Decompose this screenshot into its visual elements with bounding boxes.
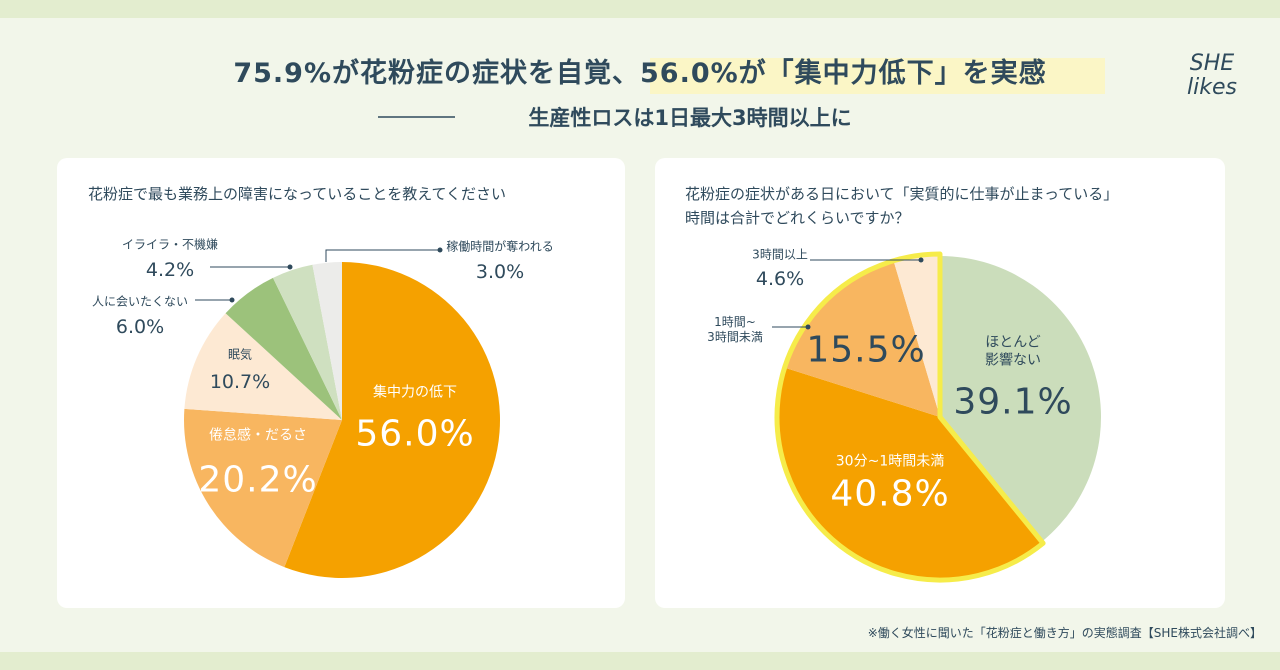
slice-label: 人に会いたくない — [91, 294, 189, 309]
bottom-band — [0, 652, 1280, 670]
pie-slice — [225, 277, 342, 420]
slice-label: 眠気 — [227, 347, 253, 362]
value-label: 3.0% — [475, 261, 525, 284]
value-label: 10.7% — [209, 371, 271, 394]
question: 花粉症の症状がある日において「実質的に仕事が止まっている」 時間は合計でどれくら… — [685, 185, 1119, 227]
slice-label: 集中力の低下 — [373, 384, 457, 401]
value-label: 6.0% — [115, 316, 165, 339]
pie-slice — [940, 256, 1101, 542]
pie-slice — [272, 264, 342, 420]
value-label: 4.6% — [755, 268, 805, 291]
slice-label: 30分~1時間未満 — [835, 453, 945, 470]
footnote: ※働く女性に聞いた「花粉症と働き方」の実態調査【SHE株式会社調べ】 — [867, 626, 1262, 640]
value-label: 15.5% — [806, 329, 926, 371]
value-label: 20.2% — [198, 459, 318, 501]
pie-slice — [284, 262, 501, 578]
title: 75.9%が花粉症の症状を自覚、56.0%が「集中力低下」を実感 — [233, 58, 1047, 90]
question: 花粉症で最も業務上の障害になっていることを教えてください — [88, 185, 507, 203]
pie-slice — [184, 313, 342, 420]
logo: SHE likes — [1187, 50, 1237, 100]
pie-slice — [184, 408, 342, 568]
leader-line — [325, 249, 440, 262]
value-label: 4.2% — [145, 259, 195, 282]
pie-slice — [778, 368, 1042, 579]
slice-label: イライラ・不機嫌 — [121, 237, 219, 252]
slice-label: 3時間以上 — [752, 247, 808, 262]
leader-dot — [229, 297, 235, 303]
slice-label: ほとんど 影響ない — [985, 334, 1041, 369]
top-band — [0, 0, 1280, 18]
pie-slice — [786, 262, 940, 417]
leader-dot — [918, 257, 924, 263]
leader-dot — [437, 247, 443, 253]
slice-label: 1時間~ 3時間未満 — [707, 315, 763, 344]
value-label: 39.1% — [953, 381, 1073, 423]
value-label: 40.8% — [830, 473, 950, 515]
highlight-outline — [774, 251, 1046, 583]
value-label: 56.0% — [355, 413, 475, 455]
leader-dot — [805, 324, 811, 330]
subtitle: 生産性ロスは1日最大3時間以上に — [528, 105, 852, 130]
slice-label: 倦怠感・だるさ — [209, 427, 307, 444]
leader-dot — [287, 264, 293, 270]
slice-label: 稼働時間が奪われる — [446, 239, 554, 254]
pie-slice — [312, 262, 342, 420]
title-highlight — [650, 58, 1105, 94]
pie-slice — [894, 256, 940, 417]
